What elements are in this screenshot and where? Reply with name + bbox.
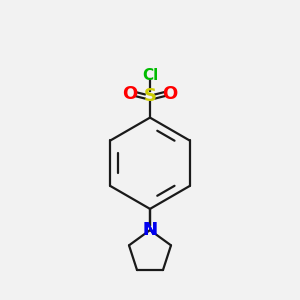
Text: N: N [142, 221, 158, 239]
Text: N: N [142, 221, 158, 239]
Text: Cl: Cl [142, 68, 158, 83]
Text: O: O [122, 85, 138, 103]
Text: S: S [143, 87, 157, 105]
Text: O: O [162, 85, 178, 103]
